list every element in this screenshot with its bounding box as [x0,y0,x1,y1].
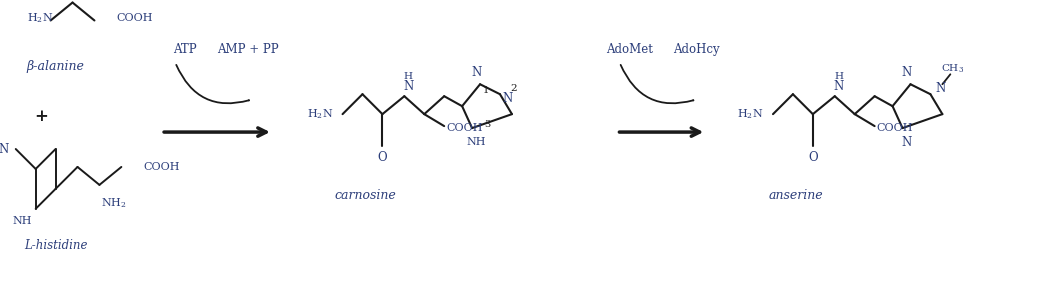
Text: COOH: COOH [447,123,482,133]
Text: $\mathregular{H_2N}$: $\mathregular{H_2N}$ [306,107,333,121]
Text: $\mathregular{CH_3}$: $\mathregular{CH_3}$ [940,62,963,74]
Text: AdoHcy: AdoHcy [673,43,720,56]
Text: N: N [902,136,912,149]
Text: COOH: COOH [143,162,180,172]
Text: AdoMet: AdoMet [606,43,653,56]
Text: anserine: anserine [769,189,823,202]
Text: 3: 3 [484,119,491,129]
Text: NH: NH [13,216,31,226]
Text: ATP: ATP [174,43,197,56]
Text: β-alanine: β-alanine [26,60,85,73]
Text: $\mathregular{H_2N}$: $\mathregular{H_2N}$ [737,107,764,121]
Text: AMP + PP: AMP + PP [218,43,278,56]
Text: N: N [834,80,844,93]
Text: H: H [404,72,413,81]
Text: L-histidine: L-histidine [24,239,88,252]
Text: O: O [378,151,387,164]
Text: O: O [808,151,818,164]
Text: $\mathregular{NH_2}$: $\mathregular{NH_2}$ [101,196,128,210]
Text: $\mathregular{H_2N}$: $\mathregular{H_2N}$ [27,12,53,26]
Text: +: + [35,108,48,125]
Text: NH: NH [467,137,485,147]
Text: N: N [471,66,481,79]
Text: N: N [403,80,413,93]
Text: 1: 1 [483,86,490,95]
Text: N: N [0,143,8,156]
FancyArrowPatch shape [620,65,693,103]
Text: COOH: COOH [116,13,153,23]
Text: N: N [935,82,946,95]
Text: N: N [503,92,514,105]
Text: COOH: COOH [877,123,913,133]
Text: H: H [835,72,843,81]
Text: N: N [902,66,912,79]
FancyArrowPatch shape [177,65,249,103]
Text: carnosine: carnosine [335,189,396,202]
Text: 2: 2 [510,84,517,93]
